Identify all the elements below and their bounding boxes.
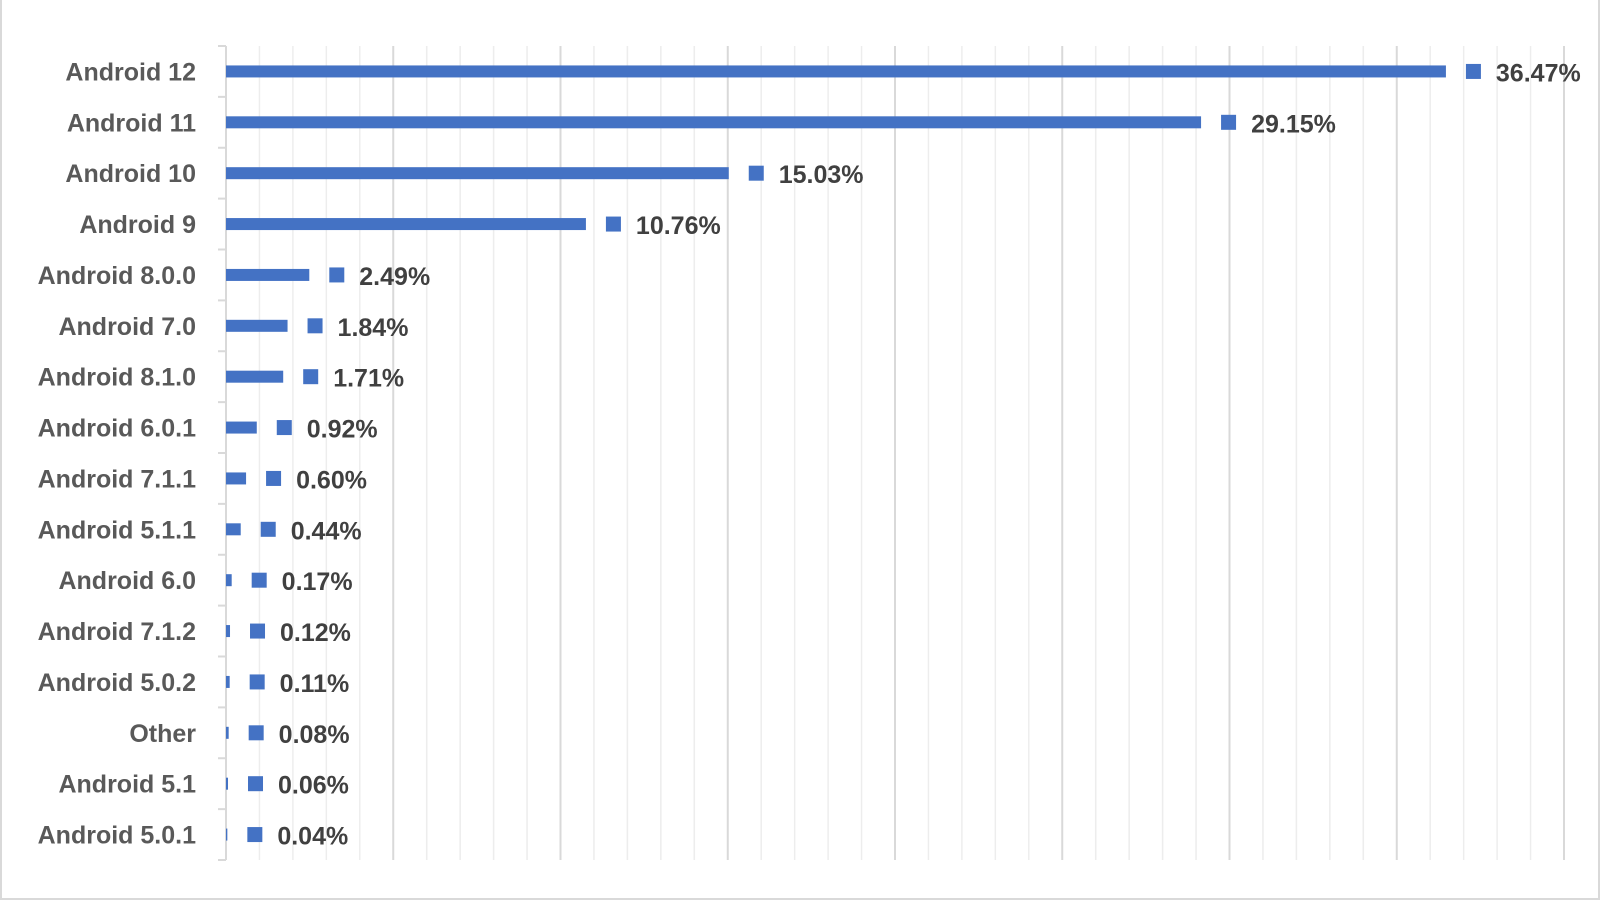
- bar-android-8-1-0: [226, 370, 284, 383]
- category-label: Android 11: [67, 109, 196, 137]
- data-label: 29.15%: [1251, 110, 1336, 138]
- bar-android-10: [226, 167, 729, 180]
- category-label: Android 5.0.2: [38, 669, 196, 697]
- data-label: 2.49%: [359, 263, 430, 291]
- category-label: Android 5.0.1: [38, 822, 196, 850]
- data-label: 0.44%: [291, 517, 362, 545]
- data-label-marker: [249, 674, 265, 690]
- data-label: 10.76%: [636, 212, 721, 240]
- data-label: 0.92%: [307, 416, 378, 444]
- category-label: Android 6.0.1: [38, 415, 196, 443]
- bar-android-5-0-2: [226, 675, 230, 688]
- bar-android-5-1: [226, 777, 229, 790]
- bar-android-5-0-1: [226, 828, 228, 841]
- data-label-marker: [307, 318, 323, 334]
- data-label: 0.17%: [282, 568, 353, 596]
- data-label-marker: [605, 216, 621, 232]
- data-label: 0.11%: [280, 670, 350, 698]
- bar-android-7-1-2: [226, 625, 231, 638]
- category-label: Android 8.1.0: [38, 364, 196, 392]
- category-label: Android 9: [79, 211, 196, 239]
- category-label: Android 5.1: [58, 771, 196, 799]
- bar-android-11: [226, 116, 1202, 129]
- data-label: 0.06%: [278, 772, 349, 800]
- data-label-marker: [250, 623, 266, 639]
- data-label: 0.12%: [280, 619, 351, 647]
- data-label-marker: [266, 470, 282, 486]
- data-label-marker: [1221, 114, 1237, 130]
- bar-android-12: [226, 65, 1446, 78]
- category-label: Android 6.0: [58, 567, 196, 595]
- bar-android-6-0: [226, 574, 232, 587]
- bar-android-9: [226, 218, 586, 231]
- bar-android-8-0-0: [226, 268, 310, 281]
- data-label: 0.04%: [277, 823, 348, 851]
- data-label-marker: [276, 420, 292, 436]
- data-label-marker: [329, 267, 345, 283]
- data-label: 15.03%: [779, 161, 864, 189]
- data-label: 0.60%: [296, 466, 367, 494]
- category-label: Android 10: [65, 160, 196, 188]
- data-label-marker: [251, 572, 267, 588]
- bar-other: [226, 726, 229, 739]
- category-label: Android 7.0: [58, 313, 196, 341]
- data-label-marker: [303, 369, 319, 385]
- category-label: Other: [129, 720, 196, 748]
- category-label: Android 12: [65, 58, 196, 86]
- data-label: 1.84%: [338, 314, 409, 342]
- data-label-marker: [260, 521, 276, 537]
- data-label-marker: [748, 165, 764, 181]
- data-label-marker: [1465, 63, 1481, 79]
- labels-layer: Android 12 36.47% Android 11 29.15% Android …: [38, 58, 1581, 850]
- grid-layer: [218, 45, 1565, 861]
- category-label: Android 7.1.1: [38, 465, 196, 493]
- data-label: 0.08%: [279, 721, 350, 749]
- data-label: 36.47%: [1496, 59, 1581, 87]
- bar-android-6-0-1: [226, 421, 257, 434]
- category-label: Android 7.1.2: [38, 618, 196, 646]
- data-label-marker: [247, 827, 263, 843]
- category-label: Android 8.0.0: [38, 262, 196, 290]
- bar-android-7-0: [226, 319, 288, 332]
- bar-android-5-1-1: [226, 523, 241, 536]
- category-label: Android 5.1.1: [38, 516, 196, 544]
- data-label-marker: [248, 725, 264, 741]
- data-label: 1.71%: [333, 365, 404, 393]
- bars-layer: [226, 63, 1481, 843]
- data-label-marker: [248, 776, 264, 792]
- bar-android-7-1-1: [226, 472, 247, 485]
